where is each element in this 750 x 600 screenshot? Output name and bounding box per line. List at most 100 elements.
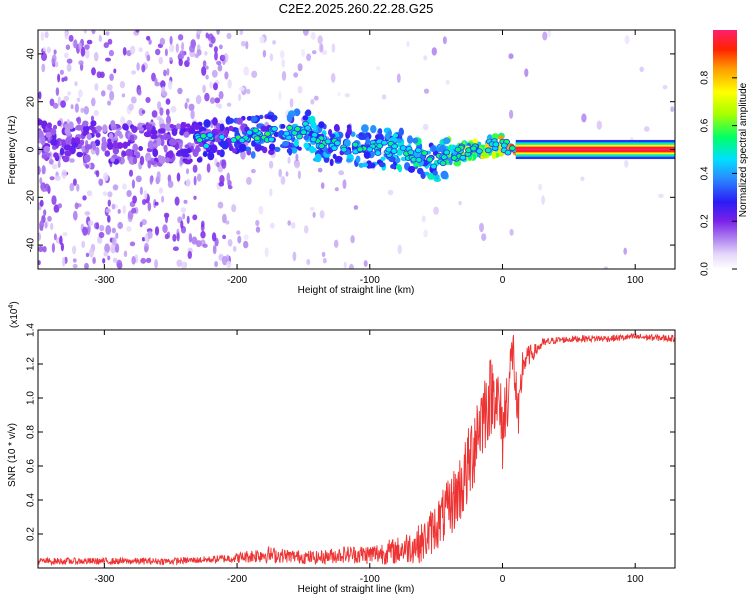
heatmap-cell — [658, 193, 664, 198]
heatmap-cell — [346, 127, 352, 136]
x-tick-label: 100 — [627, 275, 644, 286]
heatmap-cell — [78, 89, 83, 98]
heatmap-cell — [40, 136, 46, 142]
heatmap-cell — [158, 56, 164, 65]
heatmap-cell — [86, 190, 93, 197]
heatmap-cell — [93, 110, 99, 117]
heatmap-cell — [431, 145, 436, 153]
x-tick-label: -100 — [360, 275, 380, 286]
heatmap-cell — [163, 91, 168, 97]
heatmap-cell — [93, 51, 99, 62]
heatmap-cell — [413, 162, 418, 167]
y-tick-label: 1.2 — [26, 357, 37, 371]
heatmap-cell — [50, 222, 54, 230]
heatmap-cell — [596, 120, 602, 130]
heatmap-cell — [112, 184, 119, 191]
heatmap-cell — [139, 155, 145, 166]
heatmap-cell — [154, 259, 159, 269]
heatmap-cell — [141, 64, 146, 73]
heatmap-cell — [74, 103, 79, 113]
heatmap-cell — [218, 181, 225, 187]
heatmap-cell — [47, 122, 52, 129]
colorbar-tick-label: 0.4 — [700, 166, 711, 180]
heatmap-cell — [216, 161, 220, 168]
heatmap-cell — [207, 151, 215, 161]
heatmap-cell — [91, 30, 96, 35]
heatmap-cell — [70, 104, 74, 110]
heatmap-cell — [313, 95, 319, 101]
heatmap-cell — [232, 245, 237, 252]
heatmap-peak — [264, 130, 271, 137]
heatmap-cell — [302, 115, 309, 121]
heatmap-peak — [253, 135, 261, 142]
heatmap-cell — [163, 144, 168, 153]
heatmap-cell — [306, 259, 311, 265]
heatmap-cell — [286, 113, 293, 123]
heatmap-cell — [95, 222, 100, 230]
heatmap-cell — [358, 135, 366, 140]
heatmap-peak — [300, 129, 308, 136]
heatmap-cell — [445, 79, 450, 85]
heatmap-cell — [98, 231, 105, 239]
heatmap-cell — [53, 49, 57, 55]
heatmap-cell — [146, 54, 151, 62]
heatmap-cell — [46, 46, 51, 54]
heatmap-cell — [176, 172, 181, 182]
heatmap-cell — [62, 155, 70, 163]
heatmap-cell — [245, 41, 249, 50]
heatmap-cell — [238, 143, 247, 152]
heatmap-cell — [281, 58, 286, 68]
y-tick-label: -40 — [26, 237, 37, 252]
heatmap-cell — [212, 245, 217, 255]
heatmap-cell — [268, 143, 276, 151]
heatmap-cell — [282, 140, 290, 147]
heatmap-cell — [397, 244, 402, 255]
heatmap-cell — [77, 144, 82, 149]
heatmap-peak — [218, 134, 226, 140]
heatmap-cell — [542, 31, 548, 41]
heatmap-cell — [442, 137, 451, 145]
heatmap-cell — [387, 189, 394, 196]
heatmap-peak — [450, 154, 458, 161]
heatmap-cell — [65, 136, 72, 145]
heatmap-cell — [72, 263, 78, 269]
snr-frame — [37, 329, 676, 569]
heatmap-cell — [42, 46, 46, 52]
heatmap-cell — [481, 233, 487, 242]
x-tick-label: 0 — [500, 574, 506, 585]
heatmap-cell — [101, 90, 106, 97]
heatmap-cell — [174, 196, 180, 206]
heatmap-peak — [286, 124, 294, 131]
heatmap-cell — [280, 124, 286, 129]
heatmap-cell — [165, 157, 170, 164]
heatmap-cell — [129, 169, 133, 177]
heatmap-cell — [169, 57, 173, 61]
y-tick-label: 0.8 — [26, 425, 37, 439]
heatmap-peak — [376, 142, 384, 149]
heatmap-cell — [76, 151, 84, 158]
heatmap-cell — [91, 67, 96, 76]
heatmap-cell — [243, 240, 249, 249]
heatmap-peak — [509, 145, 516, 152]
heatmap-cell — [353, 205, 359, 210]
heatmap-cell — [433, 206, 439, 215]
heatmap-cell — [212, 117, 218, 126]
heatmap-cell — [157, 128, 166, 134]
heatmap-cell — [129, 134, 135, 141]
heatmap-cell — [224, 71, 229, 80]
heatmap-cell — [112, 154, 118, 159]
heatmap-cell — [103, 251, 109, 257]
heatmap-cell — [251, 168, 256, 174]
heatmap-cell — [86, 133, 92, 140]
heatmap-cell — [60, 242, 64, 252]
heatmap-cell — [110, 120, 116, 128]
heatmap-peak — [330, 145, 338, 152]
heatmap-cell — [180, 121, 186, 129]
colorbar-tick-label: 0.6 — [700, 118, 711, 132]
heatmap-cell — [670, 106, 675, 113]
heatmap-cell — [302, 30, 309, 36]
heatmap-cell — [41, 52, 47, 62]
heatmap-cell — [329, 133, 336, 139]
heatmap-cell — [378, 128, 383, 136]
heatmap-cell — [59, 235, 63, 245]
